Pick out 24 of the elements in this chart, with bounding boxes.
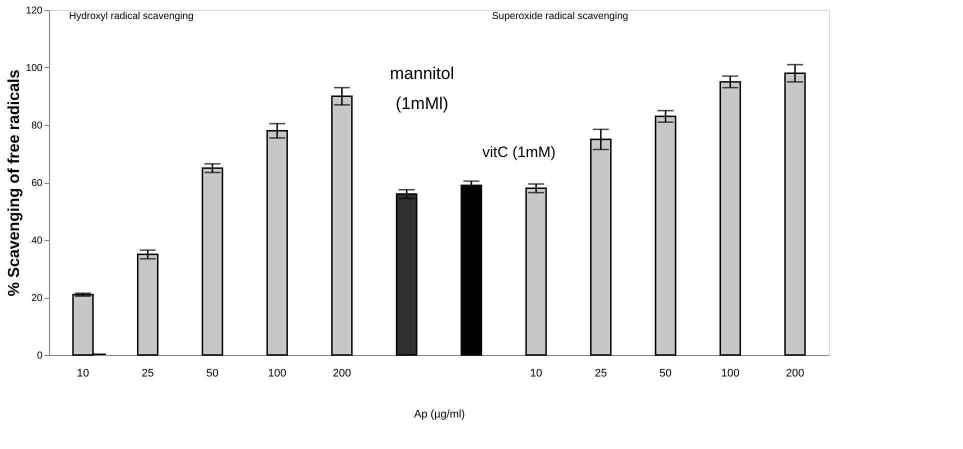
x-tick-label: 10 bbox=[530, 368, 542, 380]
x-tick-label: 10 bbox=[76, 368, 90, 380]
x-tick-label: 50 bbox=[659, 368, 672, 380]
x-tick-label: 25 bbox=[142, 368, 154, 380]
y-tick-label: 40 bbox=[31, 236, 43, 246]
x-tick-label: 25 bbox=[594, 368, 607, 380]
x-tick-label: 50 bbox=[206, 368, 219, 380]
y-tick-label: 0 bbox=[36, 350, 43, 362]
x-tick-label: 200 bbox=[332, 368, 352, 380]
annotation: Hydroxyl radical scavenging bbox=[69, 11, 194, 22]
x-tick-label: 100 bbox=[268, 368, 286, 380]
x-tick-label: 200 bbox=[786, 368, 804, 380]
x-tick-label: 100 bbox=[721, 368, 740, 380]
x-axis-title: Ap (µg/ml) bbox=[414, 408, 465, 420]
annotation: mannitol bbox=[390, 64, 454, 83]
annotation: vitC (1mM) bbox=[482, 144, 556, 161]
annotation: (1mMl) bbox=[396, 94, 448, 113]
y-axis-title: % Scavenging of free radicals bbox=[6, 70, 23, 296]
y-tick-label: 120 bbox=[26, 6, 43, 16]
y-tick-label: 80 bbox=[31, 120, 43, 132]
y-tick-label: 60 bbox=[31, 178, 43, 189]
annotation: Superoxide radical scavenging bbox=[492, 11, 628, 22]
y-tick-label: 100 bbox=[26, 63, 43, 74]
y-tick-label: 20 bbox=[31, 293, 43, 304]
